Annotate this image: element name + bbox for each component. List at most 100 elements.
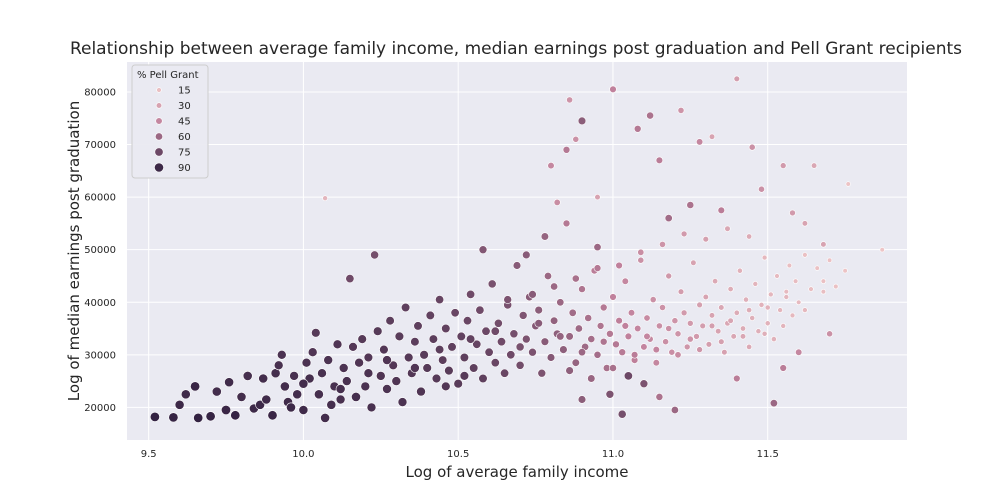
data-point: [764, 320, 771, 327]
data-point: [779, 364, 787, 372]
data-point: [771, 336, 777, 342]
data-point: [478, 245, 488, 254]
data-point: [789, 312, 796, 319]
data-point: [273, 360, 284, 371]
data-point: [456, 331, 466, 342]
data-point: [708, 312, 716, 319]
data-point: [612, 340, 620, 349]
data-point: [292, 389, 303, 400]
data-point: [733, 309, 740, 316]
data-point: [211, 386, 222, 397]
data-point: [802, 252, 808, 258]
data-point: [637, 256, 645, 264]
data-point: [366, 402, 377, 413]
data-point: [534, 319, 543, 328]
data-point: [335, 384, 346, 394]
data-point: [596, 322, 605, 330]
data-point: [693, 333, 700, 340]
data-point: [621, 322, 629, 330]
data-point: [615, 261, 623, 270]
data-point: [313, 389, 324, 400]
data-point: [686, 319, 694, 327]
data-point: [680, 309, 688, 317]
data-point: [469, 363, 479, 373]
data-point: [410, 363, 420, 373]
data-point: [655, 392, 664, 401]
y-tick-label: 40000: [84, 298, 116, 309]
data-point: [826, 330, 833, 338]
data-point: [593, 264, 602, 272]
data-point: [599, 337, 608, 346]
data-point: [258, 373, 269, 384]
data-point: [677, 107, 685, 114]
data-point: [721, 349, 728, 356]
data-point: [758, 185, 765, 193]
data-point: [503, 295, 513, 304]
data-point: [743, 296, 749, 303]
y-tick-label: 20000: [84, 403, 116, 414]
data-point: [748, 143, 756, 151]
data-point: [789, 209, 796, 217]
data-point: [496, 337, 506, 347]
data-point: [298, 405, 309, 415]
data-point: [767, 291, 774, 298]
legend-marker: [156, 87, 162, 93]
y-axis-label: Log of median earnings post graduation: [65, 101, 83, 401]
data-point: [450, 308, 460, 318]
data-point: [715, 328, 722, 335]
data-point: [441, 381, 451, 392]
data-point: [810, 162, 818, 169]
data-point: [528, 347, 537, 357]
data-point: [674, 330, 682, 338]
data-point: [761, 330, 768, 337]
data-point: [317, 368, 327, 379]
data-point: [493, 318, 503, 328]
data-point: [764, 304, 771, 311]
data-point: [652, 346, 660, 354]
data-point: [435, 345, 445, 355]
data-point: [826, 257, 833, 263]
data-point: [224, 377, 234, 388]
data-point: [695, 138, 704, 146]
data-point: [537, 368, 547, 378]
data-point: [696, 301, 703, 309]
data-point: [833, 283, 839, 290]
data-point: [462, 316, 472, 326]
data-point: [565, 332, 574, 341]
data-point: [311, 328, 321, 338]
data-point: [783, 289, 789, 295]
data-point: [656, 322, 663, 330]
data-point: [727, 286, 734, 293]
data-point: [761, 254, 768, 261]
data-point: [758, 301, 765, 308]
data-point: [708, 133, 716, 140]
data-point: [599, 303, 608, 312]
x-tick-label: 11.0: [602, 449, 624, 460]
data-point: [553, 198, 561, 206]
data-point: [447, 342, 457, 352]
data-point: [664, 214, 673, 223]
data-point: [606, 329, 614, 338]
data-point: [466, 289, 476, 299]
data-point: [298, 378, 309, 389]
data-point: [475, 305, 485, 315]
data-point: [459, 371, 470, 381]
legend-marker: [155, 117, 163, 125]
y-tick-label: 80000: [84, 87, 116, 98]
data-point: [783, 294, 790, 300]
data-point: [578, 285, 586, 293]
data-point: [425, 310, 435, 321]
data-point: [289, 371, 299, 381]
data-point: [279, 381, 290, 392]
data-point: [627, 309, 636, 317]
data-point: [577, 116, 587, 126]
data-point: [814, 265, 820, 271]
data-point: [746, 343, 753, 350]
y-tick-label: 60000: [84, 193, 116, 204]
data-point: [774, 273, 780, 279]
data-point: [724, 225, 731, 232]
data-point: [149, 411, 160, 422]
data-point: [739, 333, 747, 340]
data-point: [630, 351, 639, 359]
data-point: [562, 219, 571, 228]
